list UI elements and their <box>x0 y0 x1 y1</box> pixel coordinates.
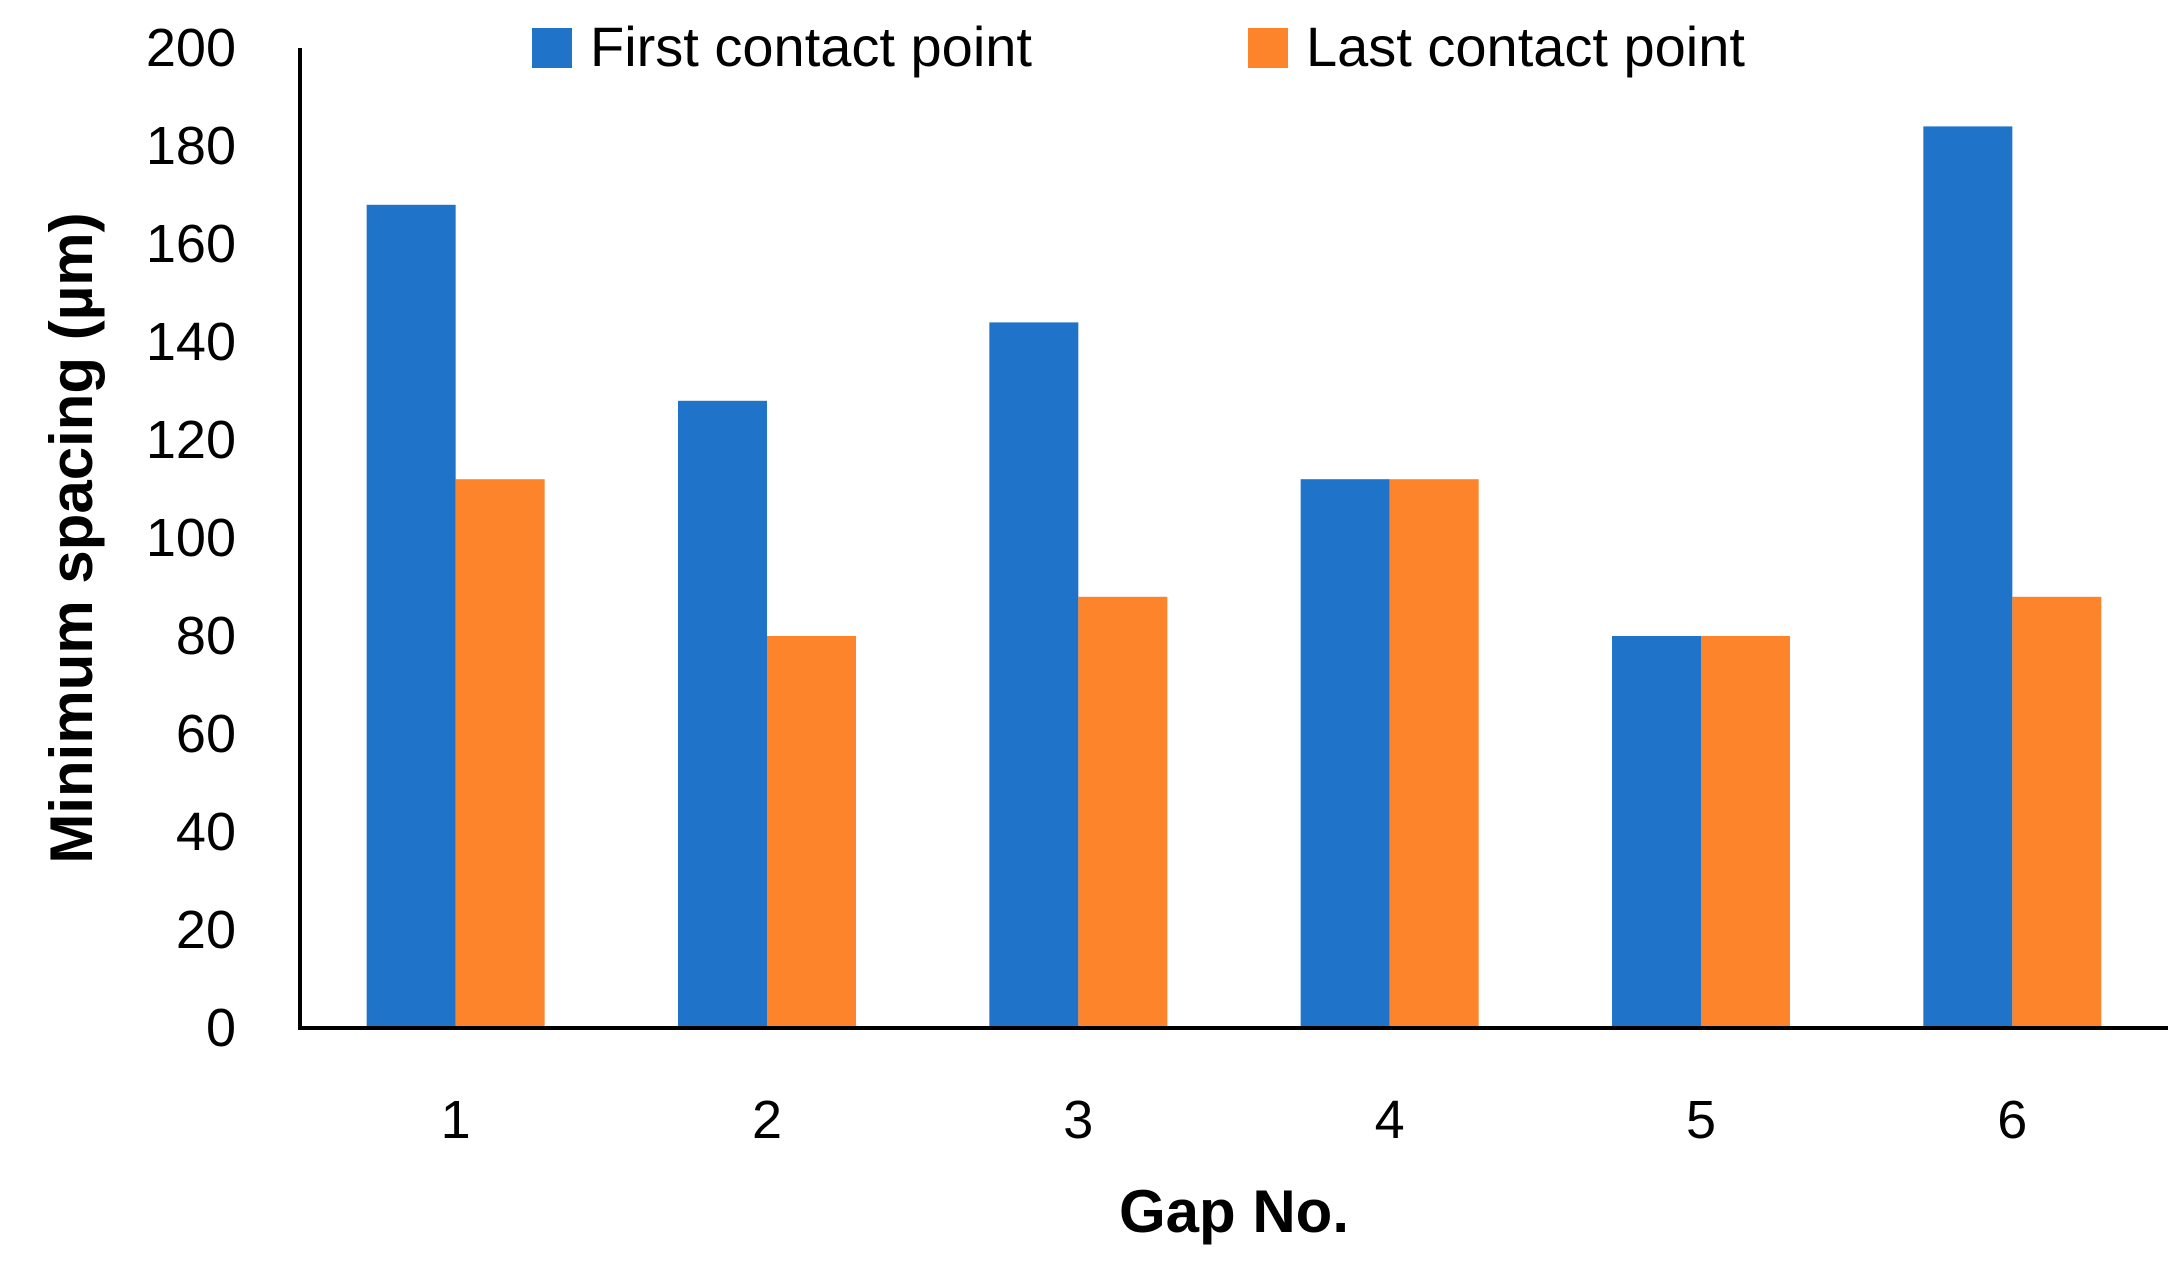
y-tick-label: 140 <box>146 312 236 372</box>
bar-last-contact-2 <box>767 636 856 1028</box>
y-axis-ticks: 0 20 40 60 80 100 120 140 160 180 200 <box>146 18 236 1058</box>
y-tick-label: 120 <box>146 410 236 470</box>
bar-last-contact-4 <box>1389 479 1479 1028</box>
bar-last-contact-1 <box>455 479 545 1028</box>
bars <box>366 126 2102 1029</box>
x-tick-label: 6 <box>1997 1090 2027 1150</box>
legend-swatch <box>532 28 572 68</box>
y-tick-label: 160 <box>146 214 236 274</box>
y-axis-title: Minimum spacing (µm) <box>38 212 105 863</box>
legend-label: Last contact point <box>1306 15 1745 78</box>
x-tick-label: 1 <box>441 1090 471 1150</box>
bar-first-contact-5 <box>1612 636 1701 1028</box>
y-tick-label: 100 <box>146 508 236 568</box>
x-axis-title: Gap No. <box>1119 1178 1349 1245</box>
bar-last-contact-5 <box>1701 636 1790 1028</box>
y-tick-label: 200 <box>146 18 236 78</box>
x-tick-label: 5 <box>1686 1090 1716 1150</box>
bar-first-contact-3 <box>989 322 1079 1028</box>
bar-first-contact-1 <box>366 204 456 1029</box>
bar-first-contact-6 <box>1923 126 2013 1028</box>
bar-last-contact-6 <box>2012 596 2102 1028</box>
legend: First contact point Last contact point <box>532 15 1745 78</box>
x-tick-label: 2 <box>752 1090 782 1150</box>
bar-first-contact-2 <box>678 400 767 1028</box>
y-tick-label: 0 <box>206 998 236 1058</box>
legend-swatch <box>1248 28 1288 68</box>
y-tick-label: 180 <box>146 116 236 176</box>
y-tick-label: 20 <box>176 900 236 960</box>
x-tick-label: 3 <box>1063 1090 1093 1150</box>
y-tick-label: 80 <box>176 606 236 666</box>
bar-first-contact-4 <box>1300 479 1390 1028</box>
bar-last-contact-3 <box>1078 596 1168 1028</box>
y-tick-label: 40 <box>176 802 236 862</box>
y-tick-label: 60 <box>176 704 236 764</box>
legend-label: First contact point <box>590 15 1032 78</box>
x-axis-ticks: 1 2 3 4 5 6 <box>441 1090 2028 1150</box>
x-tick-label: 4 <box>1375 1090 1405 1150</box>
